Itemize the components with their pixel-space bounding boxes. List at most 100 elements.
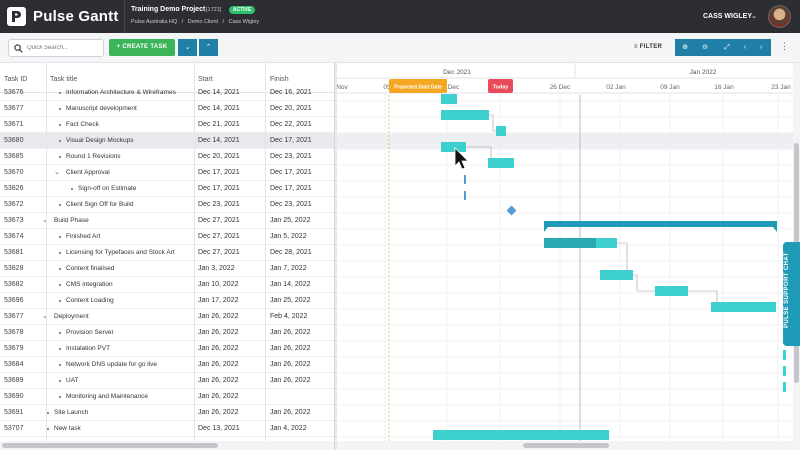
support-chat-tab[interactable]: PULSE SUPPORT CHAT: [783, 242, 800, 346]
create-task-button[interactable]: + CREATE TASK: [109, 39, 175, 56]
finish-date-cell[interactable]: Dec 17, 2021: [270, 185, 312, 192]
project-title[interactable]: Training Demo Project: [131, 6, 206, 13]
finish-date-cell[interactable]: Dec 20, 2021: [270, 105, 312, 112]
start-date-cell[interactable]: Dec 27, 2021: [198, 233, 240, 240]
search-input[interactable]: [27, 42, 99, 54]
table-row[interactable]: 53681 Licensing for Typefaces and Stock A…: [0, 245, 334, 261]
task-title-cell[interactable]: CMS integration: [66, 281, 113, 288]
grid-horizontal-scrollbar[interactable]: [0, 441, 334, 450]
pane-splitter[interactable]: [334, 63, 337, 450]
chevron-down-icon[interactable]: ⌄: [751, 13, 757, 20]
task-title-cell[interactable]: Network DNS update for go live: [66, 361, 158, 368]
start-date-cell[interactable]: Jan 26, 2022: [198, 361, 239, 368]
start-date-cell[interactable]: Jan 26, 2022: [198, 329, 239, 336]
breadcrumb-org[interactable]: Pulse Australia HQ: [131, 19, 178, 25]
milestone-bar[interactable]: [464, 191, 466, 200]
finish-date-cell[interactable]: Jan 26, 2022: [270, 409, 311, 416]
zoom-out-icon[interactable]: ⊖: [702, 44, 708, 51]
task-id-cell[interactable]: 53691: [4, 409, 24, 416]
app-name[interactable]: Pulse Gantt: [33, 8, 119, 25]
finish-date-cell[interactable]: Dec 22, 2021: [270, 121, 312, 128]
start-date-cell[interactable]: Jan 26, 2022: [198, 393, 239, 400]
finish-date-cell[interactable]: Dec 16, 2021: [270, 89, 312, 96]
collapse-all-button[interactable]: ⌄: [178, 39, 197, 56]
finish-date-cell[interactable]: Jan 25, 2022: [270, 297, 311, 304]
table-row[interactable]: 53682 CMS integration Jan 10, 2022 Jan 14, …: [0, 277, 334, 293]
milestone-diamond[interactable]: [506, 205, 517, 216]
task-id-cell[interactable]: 53681: [4, 249, 24, 256]
task-title-cell[interactable]: Provision Server: [66, 329, 114, 336]
table-row[interactable]: 53672 Client Sign Off for Build Dec 23, 20…: [0, 197, 334, 213]
task-id-cell[interactable]: 53678: [4, 329, 24, 336]
start-date-cell[interactable]: Dec 23, 2021: [198, 201, 240, 208]
table-row[interactable]: 53685 Round 1 Revisions Dec 20, 2021 Dec 23…: [0, 149, 334, 165]
task-id-cell[interactable]: 53828: [4, 265, 24, 272]
task-bar[interactable]: [441, 94, 457, 104]
task-bar[interactable]: [496, 126, 506, 136]
table-row[interactable]: 53691 Site Launch Jan 26, 2022 Jan 26, 2022: [0, 405, 334, 421]
start-date-cell[interactable]: Dec 27, 2021: [198, 217, 240, 224]
finish-date-cell[interactable]: Jan 26, 2022: [270, 377, 311, 384]
task-title-cell[interactable]: Build Phase: [54, 217, 89, 224]
task-title-cell[interactable]: Deployment: [54, 313, 89, 320]
column-header-start[interactable]: Start: [198, 76, 213, 83]
table-row[interactable]: 53689 UAT Jan 26, 2022 Jan 26, 2022: [0, 373, 334, 389]
start-date-cell[interactable]: Jan 17, 2022: [198, 297, 239, 304]
task-bar[interactable]: [655, 286, 688, 296]
task-title-cell[interactable]: Client Sign Off for Build: [66, 201, 134, 208]
task-title-cell[interactable]: Round 1 Revisions: [66, 153, 121, 160]
task-id-cell[interactable]: 53707: [4, 425, 24, 432]
table-row[interactable]: 53671 Fact Check Dec 21, 2021 Dec 22, 2021: [0, 117, 334, 133]
finish-date-cell[interactable]: Jan 5, 2022: [270, 233, 307, 240]
breadcrumb-manager[interactable]: Cass Wigley: [228, 19, 260, 25]
table-row[interactable]: 53696 Content Loading Jan 17, 2022 Jan 25, …: [0, 293, 334, 309]
task-id-cell[interactable]: 53679: [4, 345, 24, 352]
start-date-cell[interactable]: Dec 14, 2021: [198, 137, 240, 144]
task-id-cell[interactable]: 53674: [4, 233, 24, 240]
task-title-cell[interactable]: Sign-off on Estimate: [78, 185, 137, 192]
finish-date-cell[interactable]: Jan 25, 2022: [270, 217, 311, 224]
task-id-cell[interactable]: 53671: [4, 121, 24, 128]
task-id-cell[interactable]: 53677: [4, 313, 24, 320]
start-date-cell[interactable]: Dec 17, 2021: [198, 169, 240, 176]
task-id-cell[interactable]: 53672: [4, 201, 24, 208]
finish-date-cell[interactable]: Jan 14, 2022: [270, 281, 311, 288]
start-date-cell[interactable]: Dec 14, 2021: [198, 105, 240, 112]
projected-start-marker[interactable]: [389, 79, 447, 93]
finish-date-cell[interactable]: Dec 28, 2021: [270, 249, 312, 256]
task-id-cell[interactable]: 53684: [4, 361, 24, 368]
table-row[interactable]: 53678 Provision Server Jan 26, 2022 Jan 26,…: [0, 325, 334, 341]
finish-date-cell[interactable]: Dec 23, 2021: [270, 201, 312, 208]
finish-date-cell[interactable]: Jan 26, 2022: [270, 345, 311, 352]
task-id-cell[interactable]: 53689: [4, 377, 24, 384]
start-date-cell[interactable]: Dec 20, 2021: [198, 153, 240, 160]
breadcrumb-client[interactable]: Demo Client: [187, 19, 219, 25]
task-title-cell[interactable]: Site Launch: [54, 409, 89, 416]
start-date-cell[interactable]: Dec 14, 2021: [198, 89, 240, 96]
task-title-cell[interactable]: Information Architecture & Wireframes: [66, 89, 176, 96]
start-date-cell[interactable]: Jan 26, 2022: [198, 377, 239, 384]
finish-date-cell[interactable]: Jan 26, 2022: [270, 329, 311, 336]
task-title-cell[interactable]: Client Approval: [66, 169, 110, 176]
pulse-logo-icon[interactable]: [7, 7, 26, 26]
task-title-cell[interactable]: UAT: [66, 377, 79, 384]
user-menu[interactable]: CASS WIGLEY: [703, 13, 753, 20]
milestone-bar[interactable]: [464, 175, 466, 184]
table-row[interactable]: 53707 New task Dec 13, 2021 Jan 4, 2022: [0, 421, 334, 437]
gantt-horizontal-scrollbar[interactable]: [337, 441, 800, 450]
task-id-cell[interactable]: 53826: [4, 185, 24, 192]
table-row[interactable]: 53826 Sign-off on Estimate Dec 17, 2021 Dec…: [0, 181, 334, 197]
finish-date-cell[interactable]: Dec 17, 2021: [270, 137, 312, 144]
task-title-cell[interactable]: Instalation PVT: [66, 345, 111, 352]
task-id-cell[interactable]: 53670: [4, 169, 24, 176]
summary-bar[interactable]: [544, 221, 777, 227]
task-id-cell[interactable]: 53680: [4, 137, 24, 144]
finish-date-cell[interactable]: Dec 23, 2021: [270, 153, 312, 160]
today-marker[interactable]: [488, 79, 513, 93]
table-row[interactable]: 53679 Instalation PVT Jan 26, 2022 Jan 26, …: [0, 341, 334, 357]
task-title-cell[interactable]: Content finalised: [66, 265, 115, 272]
finish-date-cell[interactable]: Jan 4, 2022: [270, 425, 307, 432]
start-date-cell[interactable]: Jan 26, 2022: [198, 409, 239, 416]
start-date-cell[interactable]: Dec 13, 2021: [198, 425, 240, 432]
